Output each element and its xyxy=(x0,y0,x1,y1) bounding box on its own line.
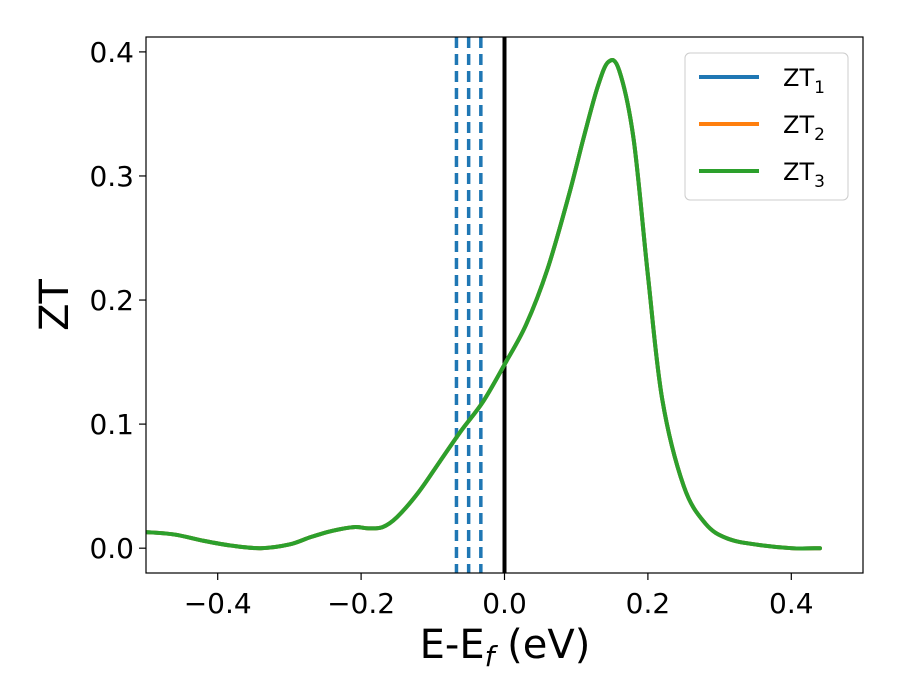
y-axis-title: ZT xyxy=(32,279,78,331)
series-line-zt3 xyxy=(146,58,822,551)
x-tick-label: 0.4 xyxy=(769,587,814,620)
y-tick-label: 0.2 xyxy=(89,284,134,317)
x-tick-label: 0.2 xyxy=(626,587,671,620)
x-tick-label: −0.2 xyxy=(327,587,395,620)
legend-box xyxy=(684,52,849,201)
x-tick-label: −0.4 xyxy=(184,587,252,620)
y-tick-label: 0.3 xyxy=(89,160,134,193)
y-tick-label: 0.4 xyxy=(89,36,134,69)
x-axis-title: E-Ef (eV) xyxy=(420,622,591,673)
y-tick-label: 0.1 xyxy=(89,408,134,441)
x-tick-label: 0.0 xyxy=(482,587,527,620)
legend: ZT1 ZT2 ZT3 xyxy=(684,52,849,201)
legend-label-zt3: ZT3 xyxy=(783,158,825,192)
legend-label-zt1: ZT1 xyxy=(783,64,825,98)
y-tick-label: 0.0 xyxy=(89,532,134,565)
legend-label-zt2: ZT2 xyxy=(783,111,825,145)
